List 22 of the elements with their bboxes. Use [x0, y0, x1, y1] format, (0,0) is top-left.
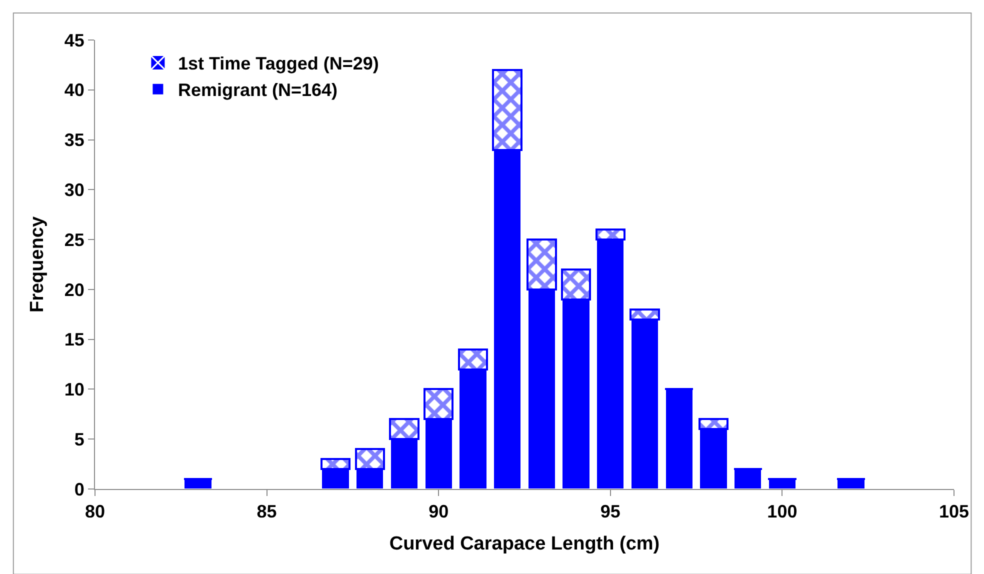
y-tick-label: 40 [64, 80, 84, 100]
y-tick-label: 25 [64, 230, 84, 250]
y-tick-label: 0 [74, 479, 84, 500]
y-tick-label: 35 [64, 130, 84, 150]
y-tick-label: 45 [64, 30, 84, 50]
x-tick-label: 105 [938, 502, 970, 522]
y-axis-title: Frequency [27, 216, 48, 313]
bar [733, 468, 763, 489]
x-tick-label: 90 [428, 502, 449, 522]
x-tick-label: 95 [600, 502, 620, 522]
x-axis-title: Curved Carapace Length (cm) [389, 533, 660, 554]
x-tick-label: 85 [256, 502, 277, 522]
y-tick-label: 15 [64, 330, 84, 350]
x-tick-label: 80 [84, 502, 106, 522]
bar [664, 388, 694, 489]
y-tick-label: 5 [74, 429, 84, 450]
y-tick-label: 20 [64, 280, 84, 300]
x-tick-label: 100 [767, 502, 798, 522]
y-tick-label: 30 [64, 180, 84, 200]
legend-label: Remigrant (N=164) [178, 80, 338, 100]
legend-label: 1st Time Tagged (N=29) [178, 54, 379, 74]
y-tick-label: 10 [64, 380, 84, 400]
